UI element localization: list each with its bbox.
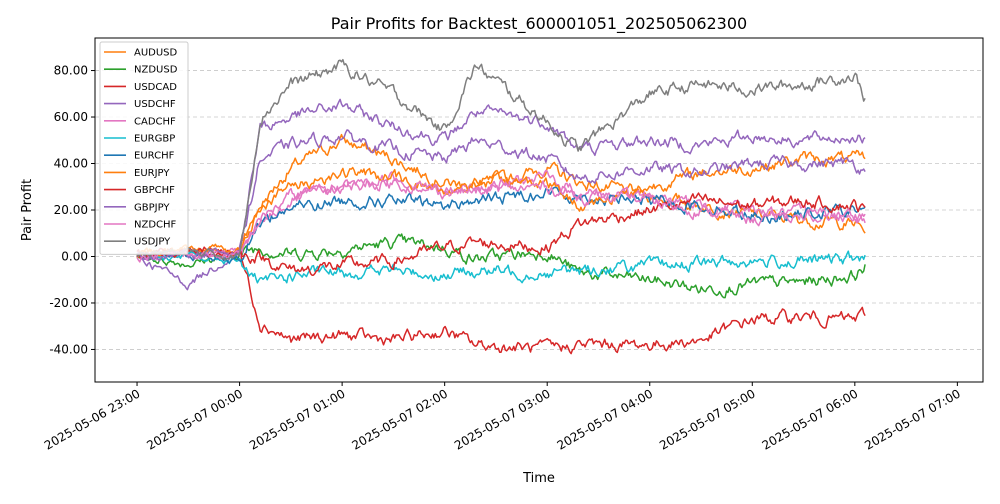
legend-label: EURJPY: [134, 168, 170, 179]
x-axis-label: Time: [522, 471, 555, 486]
y-tick-label: 0.00: [61, 249, 88, 263]
y-tick-label: 20.00: [54, 203, 88, 217]
series-line-eurgbp: [136, 250, 866, 284]
series-line-nzdusd: [136, 233, 866, 299]
x-tick-label: 2025-05-07 03:00: [452, 386, 553, 452]
series-line-eurjpy: [136, 149, 866, 259]
y-axis-label: Pair Profit: [20, 179, 35, 241]
x-tick-label: 2025-05-07 05:00: [657, 386, 758, 452]
x-tick-label: 2025-05-07 04:00: [555, 386, 656, 452]
legend-label: CADCHF: [134, 116, 176, 127]
legend-box: [99, 41, 189, 255]
series-line-audusd: [136, 133, 866, 259]
x-tick-label: 2025-05-06 23:00: [42, 386, 143, 452]
legend-label: EURGBP: [134, 134, 175, 145]
legend-label: NZDCHF: [134, 220, 177, 231]
plot-lines: [136, 58, 866, 355]
x-tick-label: 2025-05-07 07:00: [862, 386, 963, 452]
x-tick-label: 2025-05-07 06:00: [760, 386, 861, 452]
y-tick-label: 60.00: [54, 110, 88, 124]
legend-label: EURCHF: [134, 151, 175, 162]
x-tick-label: 2025-05-07 00:00: [144, 386, 245, 452]
y-axis: -40.00 -20.00 0.00 20.00 40.00 60.00 80.00: [49, 64, 95, 356]
legend-label: AUDUSD: [134, 48, 178, 59]
y-tick-label: -40.00: [49, 342, 88, 356]
x-tick-label: 2025-05-07 02:00: [350, 386, 451, 452]
x-axis: 2025-05-06 23:00 2025-05-07 00:00 2025-05-…: [42, 382, 963, 453]
legend: AUDUSD NZDUSD USDCAD USDCHF CADCHF EURGBP EURC…: [99, 41, 189, 255]
legend-label: GBPCHF: [134, 185, 175, 196]
y-tick-label: -20.00: [49, 296, 88, 310]
series-line-cadchf: [136, 169, 866, 261]
legend-label: GBPJPY: [134, 202, 170, 213]
chart-title: Pair Profits for Backtest_600001051_2025…: [331, 14, 747, 34]
y-tick-label: 80.00: [54, 64, 88, 78]
x-tick-label: 2025-05-07 01:00: [247, 386, 348, 452]
series-line-gbpjpy: [136, 129, 866, 262]
series-line-usdcad: [136, 246, 866, 355]
legend-label: USDJPY: [134, 237, 171, 248]
series-line-usdjpy: [136, 58, 866, 261]
grid: [95, 70, 983, 350]
legend-label: NZDUSD: [134, 65, 178, 76]
legend-label: USDCAD: [134, 82, 177, 93]
legend-label: USDCHF: [134, 99, 176, 110]
series-line-nzdchf: [136, 178, 866, 263]
series-line-gbpchf: [136, 192, 866, 277]
y-tick-label: 40.00: [54, 157, 88, 171]
